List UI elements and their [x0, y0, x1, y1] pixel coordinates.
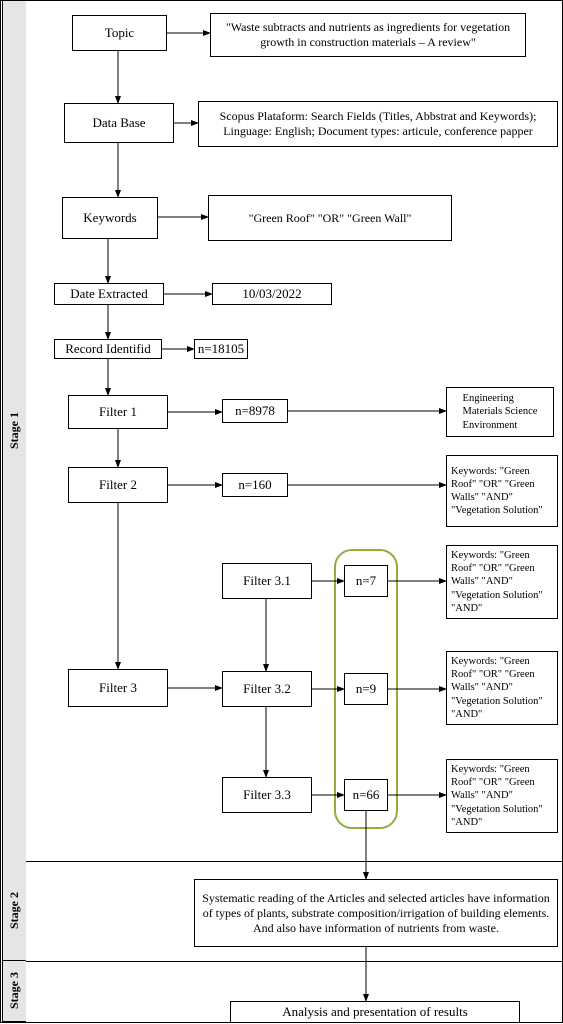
node-filter2: Filter 2 — [68, 467, 168, 503]
node-database_desc: Scopus Plataform: Search Fields (Titles,… — [198, 101, 558, 147]
stage-3-label: Stage 3 — [2, 961, 26, 1022]
node-filter1: Filter 1 — [68, 395, 168, 429]
node-keywords_desc: "Green Roof" "OR" "Green Wall" — [208, 195, 452, 241]
stage-2-label: Stage 2 — [2, 861, 26, 961]
node-date_val: 10/03/2022 — [212, 283, 332, 305]
node-filter1_n: n=8978 — [222, 399, 288, 423]
flowchart-canvas: Topic "Waste subtracts and nutrients as i… — [26, 1, 563, 1024]
node-filter31_n: n=7 — [344, 565, 388, 597]
node-filter33_desc: Keywords: "Green Roof" "OR" "Green Walls… — [446, 759, 558, 833]
node-record: Record Identifid — [54, 339, 162, 359]
node-filter33: Filter 3.3 — [222, 777, 312, 813]
node-filter32_n: n=9 — [344, 673, 388, 705]
node-filter32: Filter 3.2 — [222, 671, 312, 707]
node-filter2_desc: Keywords: "Green Roof" "OR" "Green Walls… — [446, 455, 558, 527]
node-keywords: Keywords — [62, 197, 158, 239]
stage-divider-2 — [26, 961, 563, 962]
node-record_val: n=18105 — [194, 339, 248, 359]
stage-1-label: Stage 1 — [2, 1, 26, 861]
node-filter3: Filter 3 — [68, 669, 168, 707]
node-stage2_desc: Systematic reading of the Articles and s… — [194, 879, 558, 947]
node-filter31_desc: Keywords: "Green Roof" "OR" "Green Walls… — [446, 545, 558, 619]
node-topic_desc: "Waste subtracts and nutrients as ingred… — [210, 13, 526, 57]
node-filter1_desc: Engineering Materials Science Environmen… — [446, 387, 554, 437]
node-database: Data Base — [64, 103, 174, 143]
node-filter32_desc: Keywords: "Green Roof" "OR" "Green Walls… — [446, 651, 558, 725]
node-filter33_n: n=66 — [344, 779, 388, 811]
stage-divider-1 — [26, 861, 563, 862]
node-topic: Topic — [72, 15, 167, 51]
flowchart: Stage 1 Stage 2 Stage 3 Topic "Waste subt… — [0, 0, 563, 1023]
node-filter2_n: n=160 — [222, 473, 288, 497]
node-date: Date Extracted — [54, 283, 164, 305]
node-results: Analysis and presentation of results — [230, 1001, 520, 1023]
node-filter31: Filter 3.1 — [222, 563, 312, 599]
stage-column: Stage 1 Stage 2 Stage 3 — [2, 1, 26, 1022]
